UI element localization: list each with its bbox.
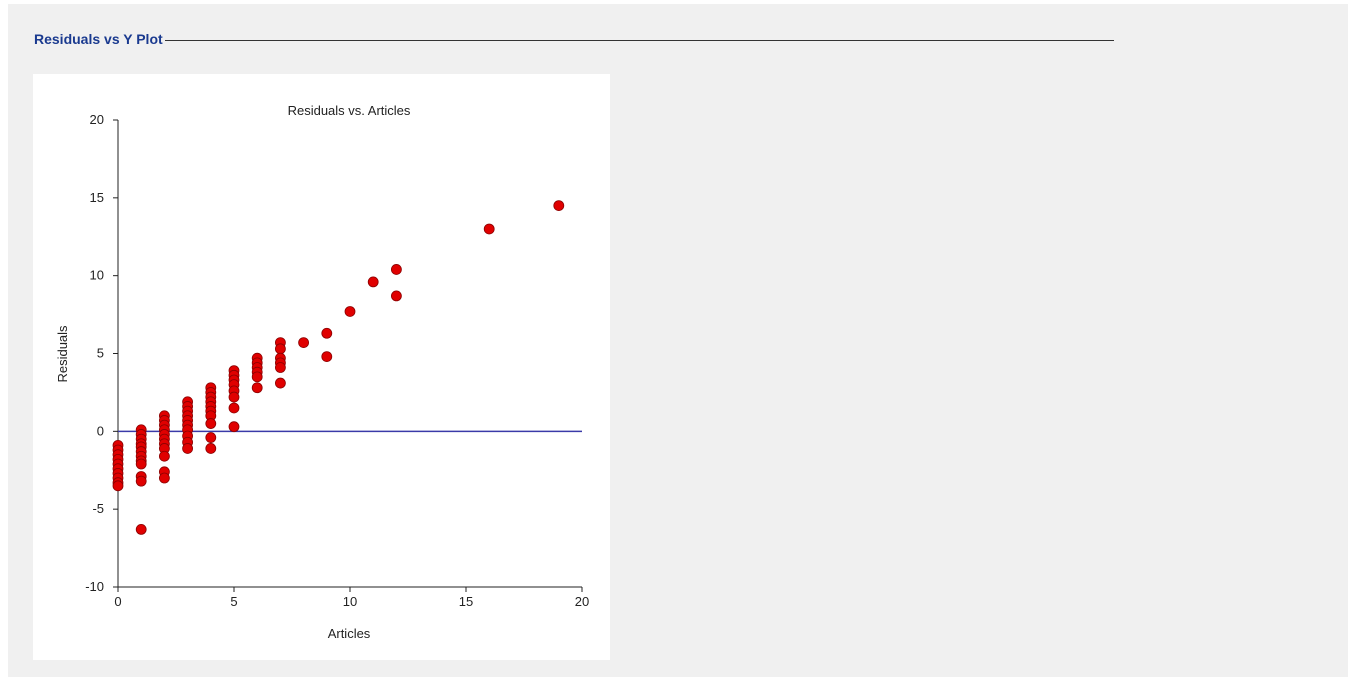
data-point <box>321 351 333 363</box>
data-point <box>251 382 263 394</box>
data-point <box>274 377 286 389</box>
x-tick-label: 5 <box>230 594 237 609</box>
axes: 0 5 10 15 20 -10 -5 0 5 10 15 20 <box>85 112 589 609</box>
data-point <box>367 276 379 288</box>
section-title: Residuals vs Y Plot <box>34 31 163 47</box>
x-tick-label: 20 <box>575 594 589 609</box>
data-point <box>344 306 356 317</box>
data-point <box>251 371 263 383</box>
data-point <box>158 450 170 462</box>
data-point <box>112 480 124 492</box>
data-point <box>228 402 240 414</box>
data-point <box>135 524 147 535</box>
y-tick-label: 10 <box>90 268 104 283</box>
residuals-scatter-chart: Residuals vs. Articles Articles Residual… <box>55 103 589 641</box>
x-axis-label: Articles <box>328 626 371 641</box>
y-axis-label: Residuals <box>55 325 70 383</box>
y-tick-label: -5 <box>92 501 104 516</box>
x-tick-label: 0 <box>114 594 121 609</box>
chart-title: Residuals vs. Articles <box>288 103 411 118</box>
x-tick-label: 10 <box>343 594 357 609</box>
data-point <box>228 421 240 433</box>
y-tick-label: 0 <box>97 423 104 438</box>
data-point <box>205 443 217 454</box>
y-tick-label: 15 <box>90 190 104 205</box>
data-point <box>321 327 333 339</box>
data-point <box>483 223 495 235</box>
report-panel: Residuals vs Y Plot Residuals vs. Articl… <box>8 4 1348 677</box>
data-point <box>135 458 147 470</box>
x-tick-label: 15 <box>459 594 473 609</box>
y-tick-label: 5 <box>97 346 104 361</box>
data-point <box>274 343 286 355</box>
y-tick-label: 20 <box>90 112 104 127</box>
chart-container: Residuals vs. Articles Articles Residual… <box>33 74 610 660</box>
data-point <box>205 432 217 443</box>
data-points <box>112 200 565 535</box>
data-point <box>298 337 310 349</box>
data-point <box>158 472 170 484</box>
data-point <box>390 290 402 302</box>
y-tick-label: -10 <box>85 579 104 594</box>
data-point <box>228 391 240 403</box>
data-point <box>553 200 565 212</box>
data-point <box>390 264 402 275</box>
data-point <box>274 362 286 373</box>
data-point <box>182 443 194 454</box>
data-point <box>135 475 147 487</box>
section-header: Residuals vs Y Plot <box>34 31 1114 47</box>
data-point <box>205 418 217 429</box>
section-divider <box>164 39 1114 41</box>
